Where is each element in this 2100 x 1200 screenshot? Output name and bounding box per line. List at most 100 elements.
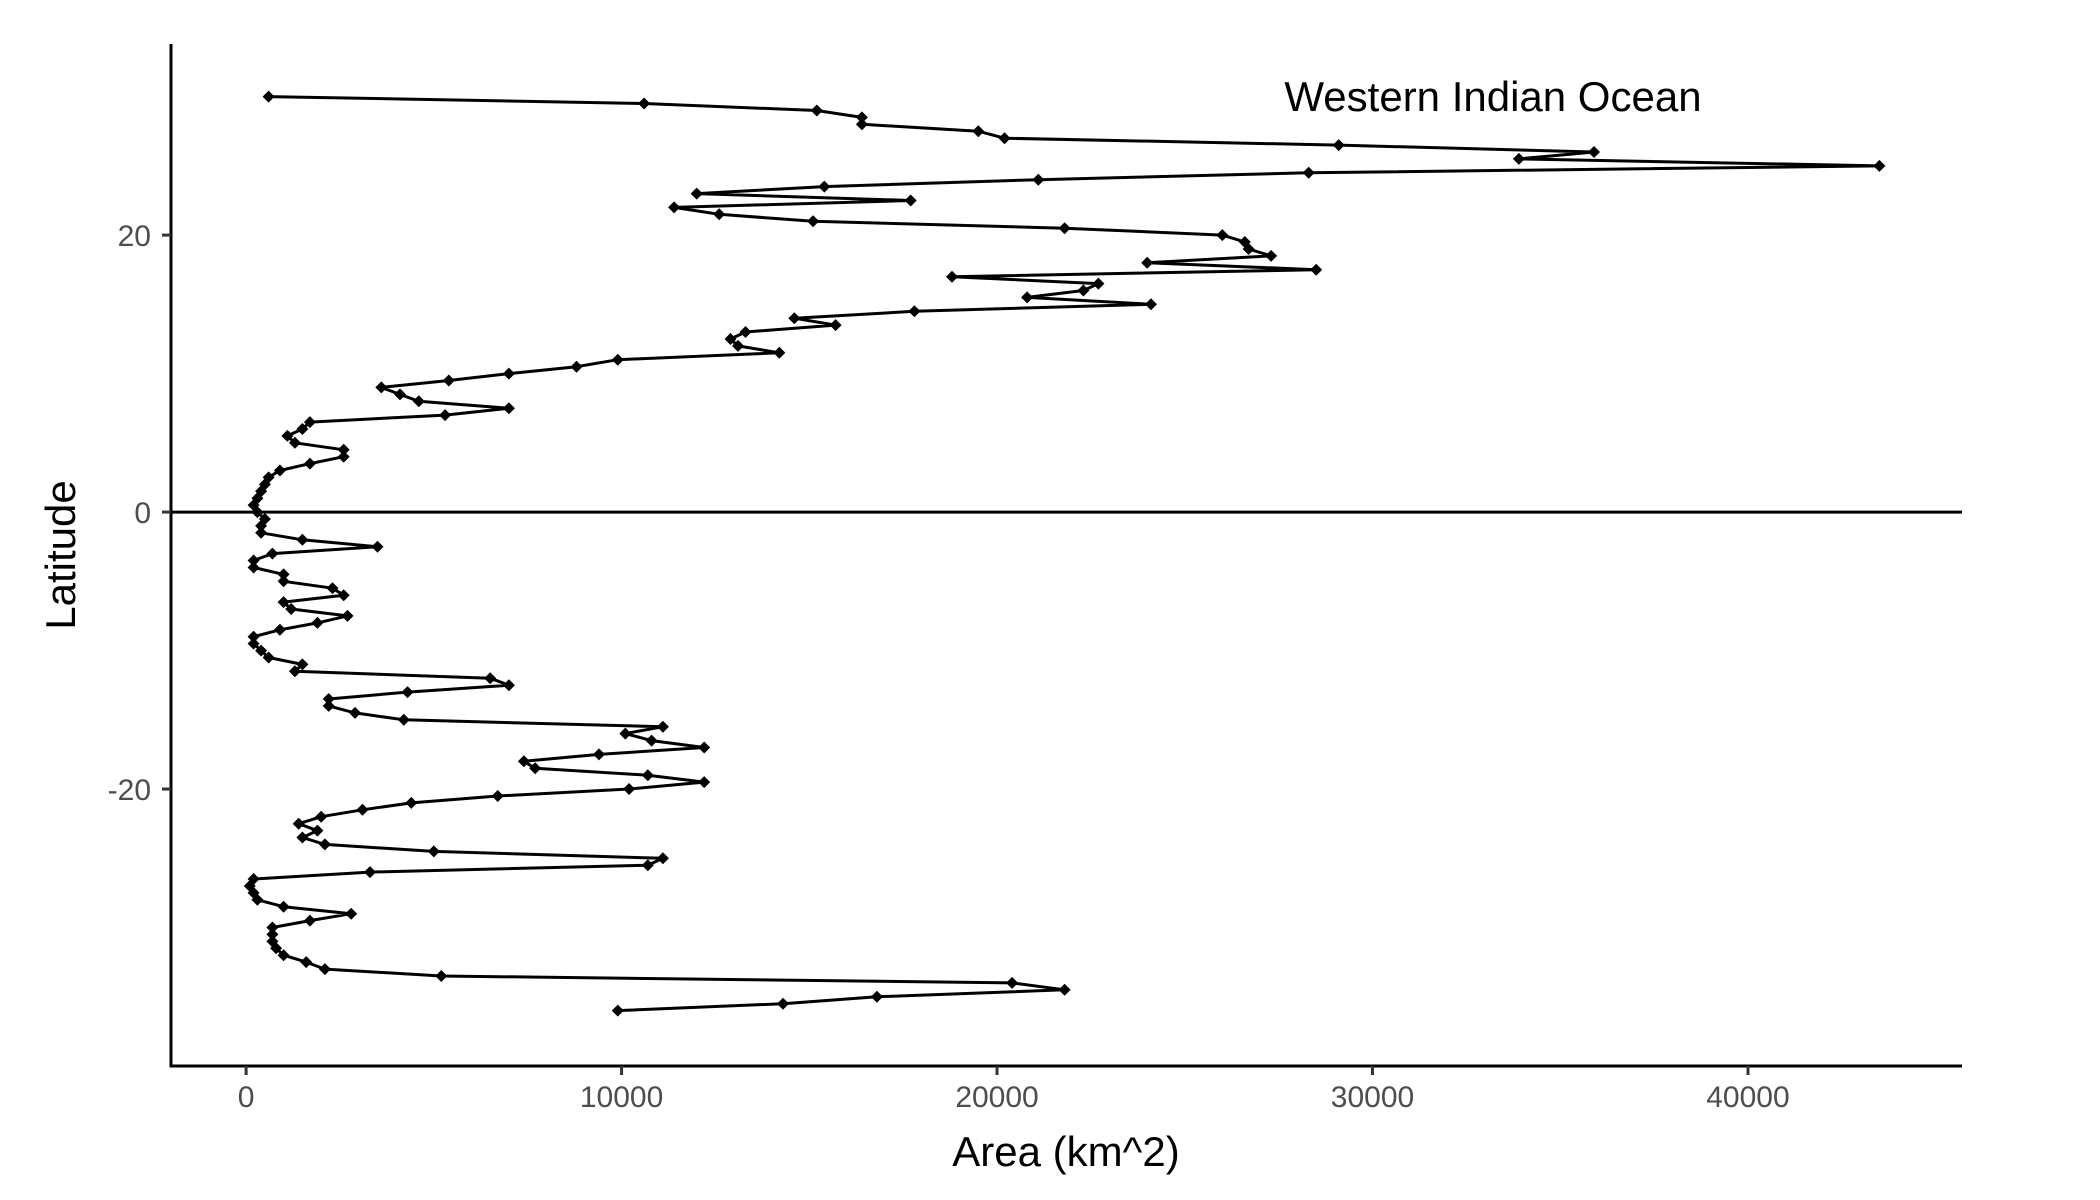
- data-point: [255, 519, 268, 532]
- data-point: [262, 651, 275, 664]
- data-point: [277, 900, 290, 913]
- data-point: [641, 859, 654, 872]
- data-point: [277, 575, 290, 588]
- data-point: [315, 810, 328, 823]
- data-point: [777, 997, 789, 1010]
- data-point: [322, 699, 335, 712]
- data-point: [810, 104, 823, 117]
- data-point: [807, 215, 820, 228]
- data-point: [645, 734, 658, 747]
- data-point: [739, 326, 752, 338]
- data-point: [375, 381, 388, 394]
- data-point: [247, 561, 260, 574]
- data-point: [300, 956, 313, 969]
- data-point: [502, 679, 515, 692]
- data-point: [356, 803, 369, 816]
- axes: [162, 44, 1962, 1075]
- data-point: [1588, 146, 1600, 158]
- data-point: [517, 755, 530, 768]
- y-tick-label: -20: [108, 774, 151, 807]
- data-point: [641, 769, 654, 782]
- data-point: [318, 838, 331, 851]
- data-point: [255, 644, 268, 657]
- data-point: [303, 914, 316, 927]
- data-point: [349, 706, 361, 719]
- data-point: [908, 305, 921, 318]
- plot-area: [171, 90, 1962, 1017]
- data-point: [1216, 229, 1229, 242]
- x-tick-label: 0: [238, 1081, 255, 1114]
- data-point: [656, 852, 669, 865]
- data-point: [818, 180, 831, 193]
- data-point: [255, 526, 268, 539]
- data-point: [611, 1004, 624, 1017]
- data-point: [656, 720, 669, 733]
- x-tick-label: 10000: [580, 1081, 663, 1114]
- data-point: [281, 429, 294, 442]
- x-tick-label: 20000: [955, 1081, 1038, 1114]
- data-point: [1092, 277, 1105, 290]
- data-point: [337, 589, 350, 602]
- y-tick-label: 20: [118, 220, 151, 253]
- data-point: [397, 713, 410, 726]
- data-point: [303, 457, 316, 470]
- data-point: [277, 949, 290, 962]
- y-tick-label: 0: [134, 497, 151, 530]
- data-point: [270, 942, 283, 955]
- data-point: [713, 208, 726, 221]
- x-tick-label: 40000: [1706, 1081, 1789, 1114]
- data-point: [326, 582, 339, 595]
- data-point: [1006, 976, 1019, 989]
- data-point: [277, 596, 290, 609]
- data-point: [364, 866, 376, 879]
- data-point: [1058, 222, 1071, 235]
- data-point: [405, 796, 418, 809]
- x-axis-title: Area (km^2): [952, 1128, 1179, 1175]
- data-point: [266, 921, 279, 934]
- data-point: [439, 409, 452, 422]
- data-point: [502, 367, 515, 380]
- data-point: [1032, 173, 1045, 186]
- data-point: [266, 928, 279, 941]
- data-point: [251, 893, 264, 906]
- data-point: [345, 907, 358, 920]
- data-point: [668, 201, 681, 214]
- data-point: [435, 970, 448, 982]
- x-tick-label: 30000: [1331, 1081, 1414, 1114]
- data-point: [288, 665, 301, 678]
- data-point: [273, 623, 286, 636]
- data-point: [611, 353, 624, 366]
- data-point: [1058, 983, 1071, 996]
- data-point: [904, 194, 917, 207]
- data-point: [247, 554, 260, 567]
- data-point: [593, 748, 605, 761]
- chart-annotation: Western Indian Ocean: [1284, 73, 1701, 120]
- data-point: [311, 616, 324, 629]
- y-axis-title: Latitude: [37, 480, 84, 629]
- data-point: [773, 346, 786, 359]
- data-point: [285, 603, 298, 615]
- data-point: [296, 831, 309, 844]
- data-point: [318, 963, 331, 976]
- data-point: [247, 637, 260, 650]
- data-point: [623, 783, 636, 795]
- data-point: [1265, 249, 1278, 262]
- data-point: [247, 630, 260, 643]
- data-point: [412, 395, 425, 408]
- data-point: [303, 416, 316, 429]
- data-point: [998, 132, 1011, 145]
- data-point: [341, 609, 354, 622]
- data-point: [1242, 243, 1255, 255]
- data-point: [1873, 159, 1886, 172]
- data-point: [870, 990, 883, 1003]
- data-point: [570, 360, 583, 373]
- data-point: [277, 568, 290, 581]
- data-point: [266, 547, 279, 560]
- data-point: [1302, 166, 1315, 179]
- data-point: [724, 333, 737, 345]
- data-point: [311, 824, 324, 837]
- data-point: [502, 402, 515, 415]
- data-point: [371, 540, 384, 553]
- data-point: [292, 817, 305, 830]
